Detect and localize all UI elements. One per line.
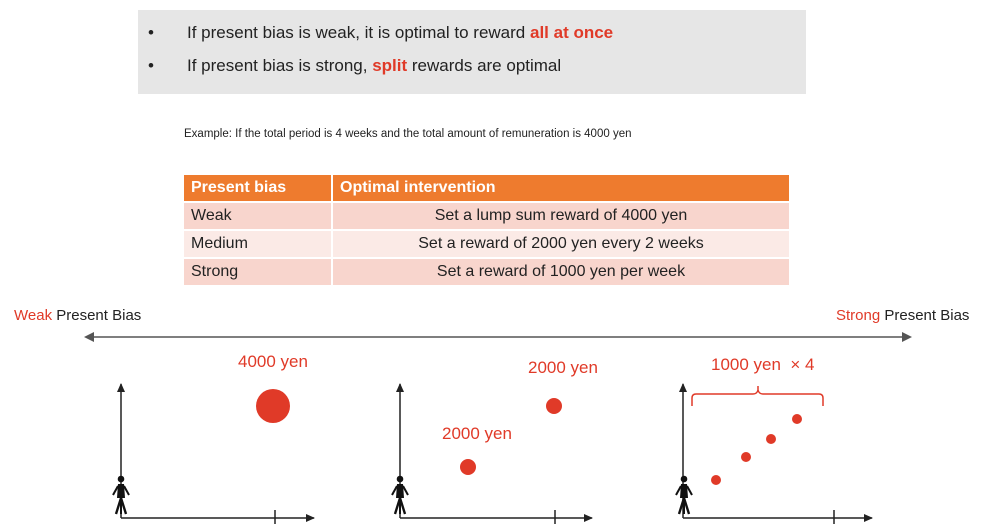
example-text: Example: If the total period is 4 weeks …	[184, 128, 632, 140]
medium-reward-dot-2	[546, 398, 562, 414]
strong-reward-dot-3	[766, 434, 776, 444]
cell-intervention-strong: Set a reward of 1000 yen per week	[332, 257, 791, 285]
strong-brace	[691, 386, 824, 406]
scale-left-accent: Weak	[14, 307, 53, 324]
present-bias-scale-arrow	[84, 332, 912, 342]
medium-reward-label-low: 2000 yen	[442, 424, 512, 443]
strong-reward-label: 1000 yen × 4	[711, 355, 815, 374]
intervention-table: Present bias Optimal intervention Weak S…	[184, 175, 791, 285]
strong-reward-dot-1	[711, 475, 721, 485]
weak-reward-label: 4000 yen	[238, 352, 308, 371]
header-optimal-intervention: Optimal intervention	[332, 175, 791, 202]
person-icon	[390, 474, 410, 516]
scale-left-rest: Present Bias	[52, 307, 142, 324]
medium-chart	[390, 383, 593, 524]
strong-reward-dot-2	[741, 452, 751, 462]
summary-line-1-highlight: all at once	[529, 23, 614, 42]
medium-reward-dot-1	[460, 459, 476, 475]
scale-right-label: Strong Present Bias	[836, 307, 969, 324]
scale-right-accent: Strong	[836, 307, 881, 324]
cell-intervention-weak: Set a lump sum reward of 4000 yen	[332, 201, 791, 230]
cell-intervention-medium: Set a reward of 2000 yen every 2 weeks	[332, 229, 791, 258]
table-row: Medium Set a reward of 2000 yen every 2 …	[184, 229, 791, 258]
cell-bias-strong: Strong	[184, 257, 333, 285]
summary-line-2-highlight: split	[372, 56, 408, 75]
cell-bias-medium: Medium	[184, 229, 333, 258]
table-row: Strong Set a reward of 1000 yen per week	[184, 257, 791, 285]
weak-reward-dot	[256, 389, 290, 423]
scale-right-rest: Present Bias	[880, 307, 970, 324]
bullet-1: •	[148, 23, 154, 42]
table-header-row: Present bias Optimal intervention	[184, 175, 791, 202]
table-row: Weak Set a lump sum reward of 4000 yen	[184, 201, 791, 230]
person-icon	[111, 474, 131, 516]
header-present-bias: Present bias	[184, 175, 333, 202]
weak-chart	[111, 383, 315, 524]
scale-left-label: Weak Present Bias	[14, 307, 141, 324]
cell-bias-weak: Weak	[184, 201, 333, 230]
summary-line-2-after: rewards are optimal	[407, 56, 562, 75]
medium-reward-label-high: 2000 yen	[528, 358, 598, 377]
summary-line-1-text: If present bias is weak, it is optimal t…	[187, 23, 530, 42]
person-icon	[674, 474, 694, 516]
summary-box: • If present bias is weak, it is optimal…	[138, 10, 806, 94]
bullet-2: •	[148, 56, 154, 75]
summary-line-2-before: If present bias is strong,	[187, 56, 373, 75]
strong-reward-dot-4	[792, 414, 802, 424]
strong-chart	[674, 383, 873, 524]
